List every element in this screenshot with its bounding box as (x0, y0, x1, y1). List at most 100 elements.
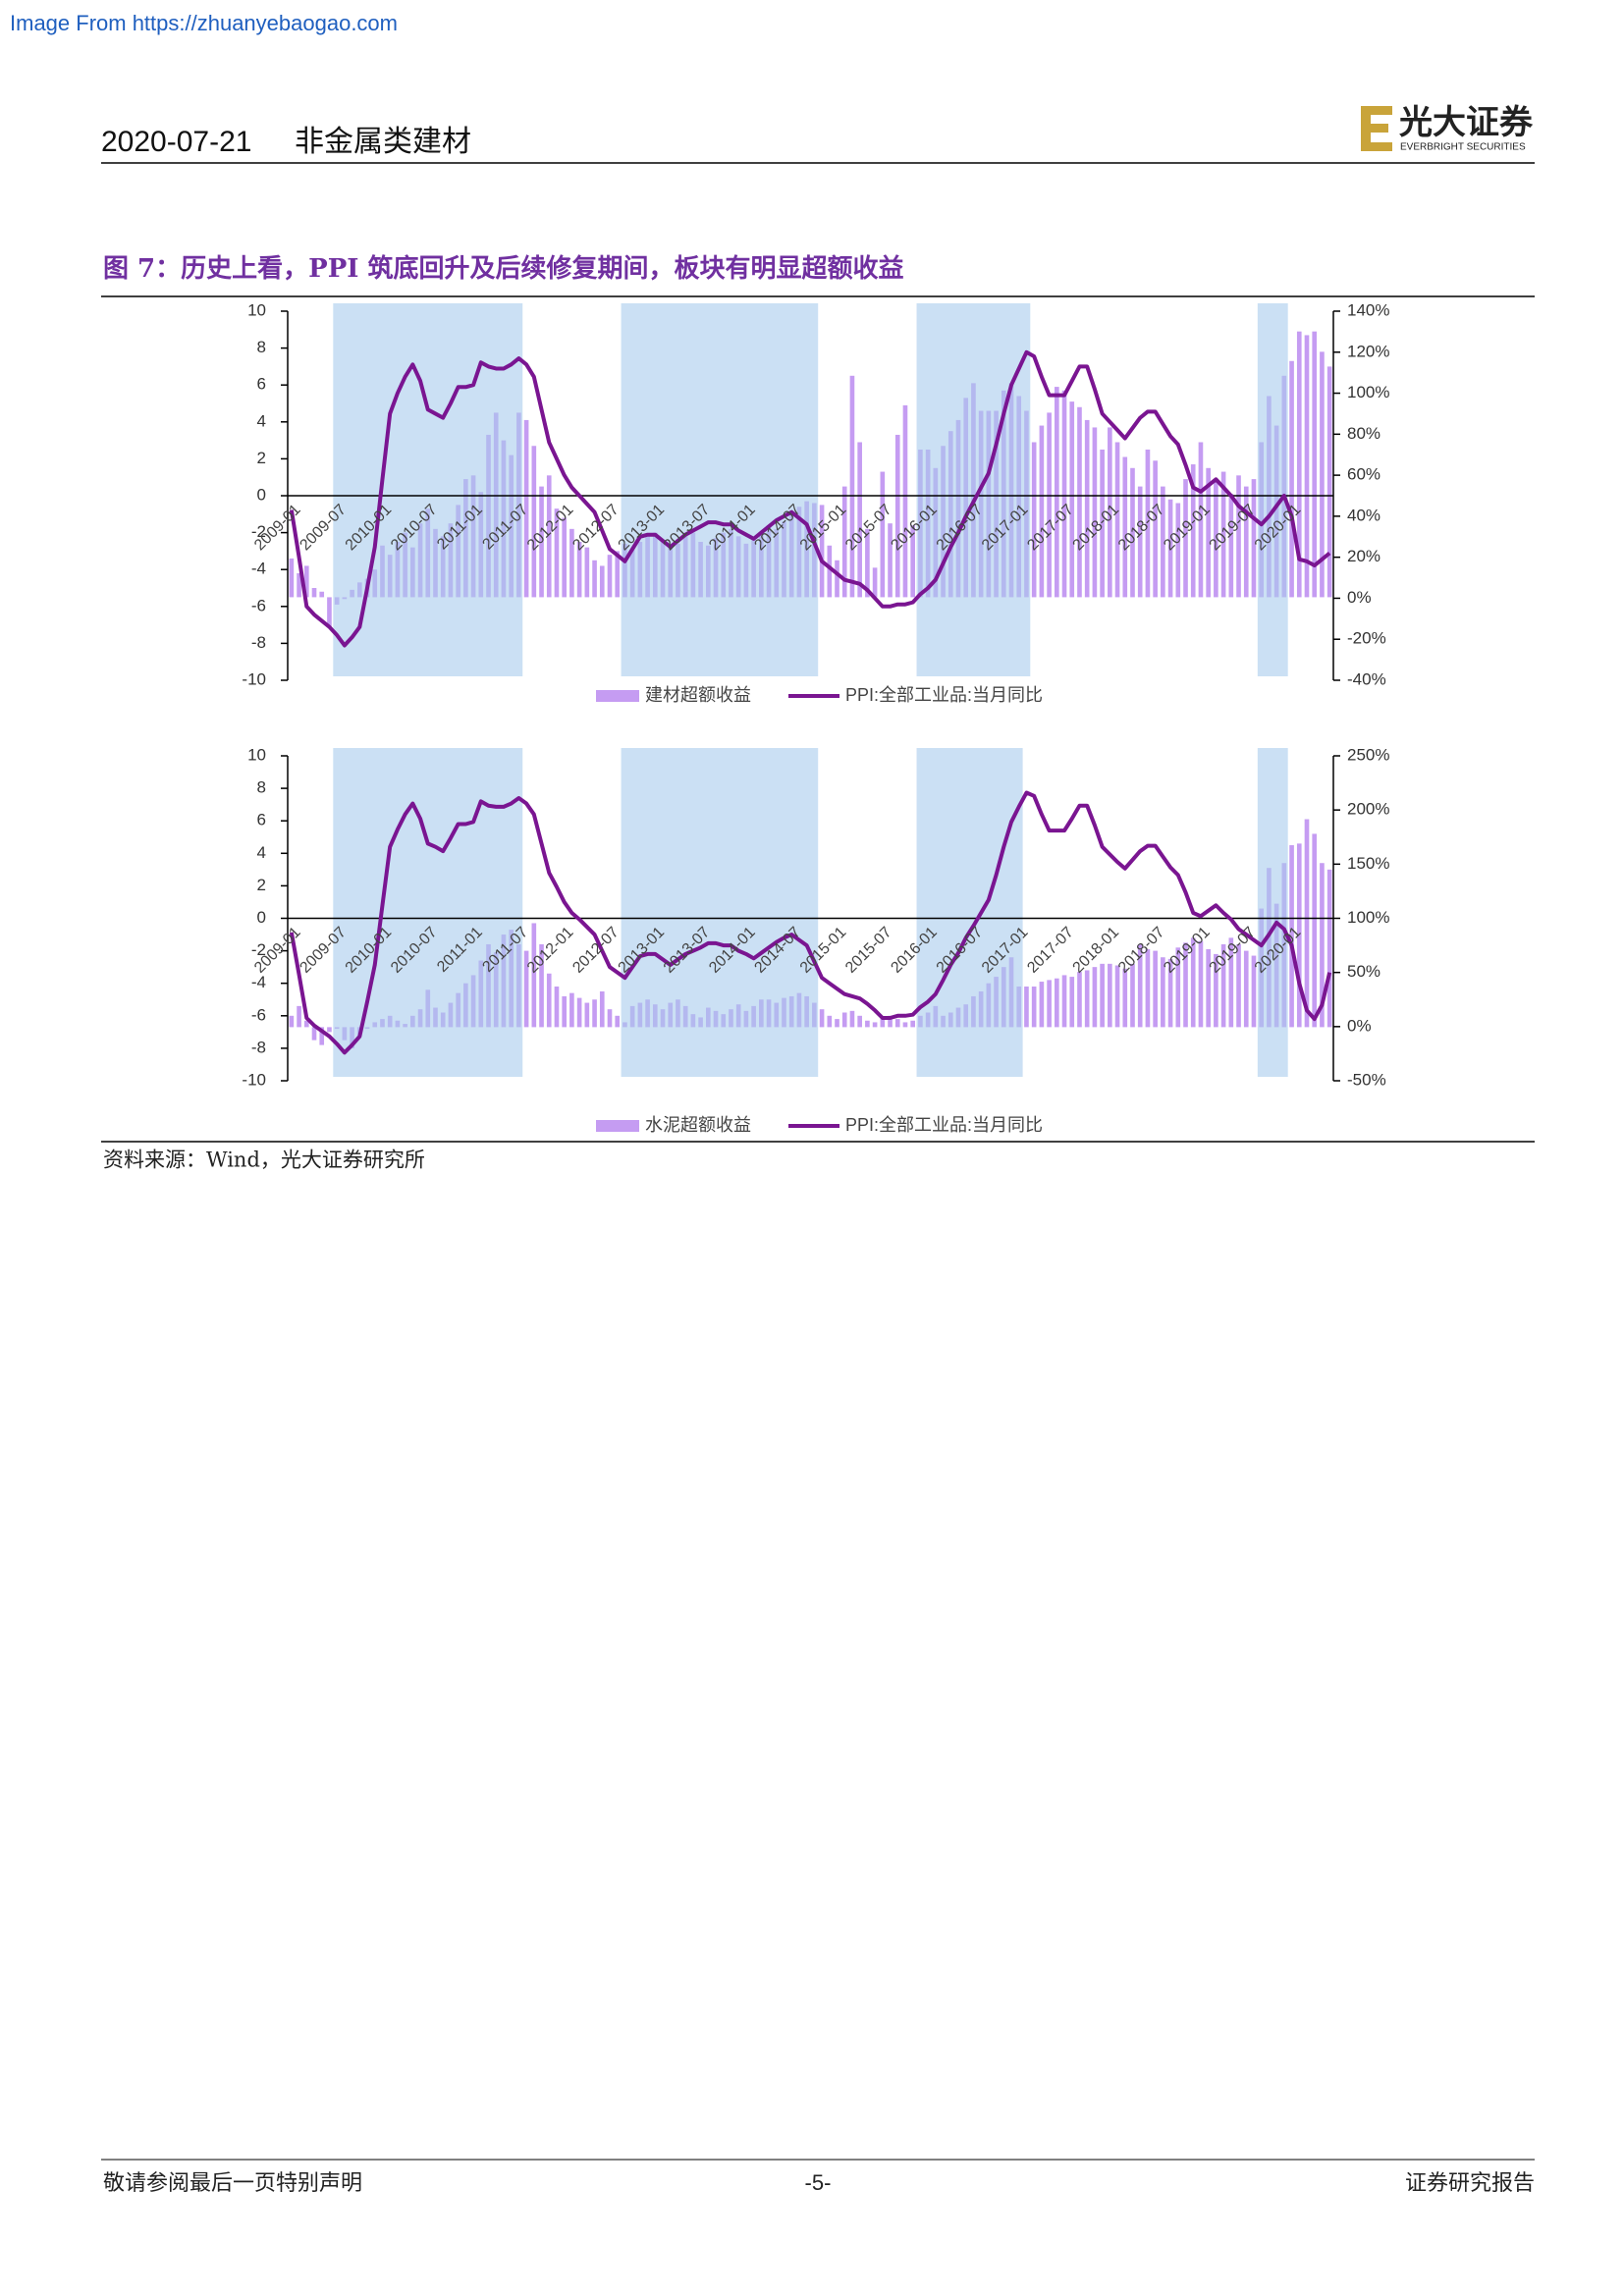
bar (910, 525, 915, 598)
bar (857, 1015, 862, 1028)
bar (1167, 499, 1173, 598)
bar (531, 923, 537, 1028)
y2-tick-label: 100% (1347, 908, 1389, 927)
bar (1175, 503, 1181, 598)
highlight-band (916, 303, 1031, 676)
y2-tick-label: 0% (1347, 588, 1372, 607)
bar (311, 1027, 317, 1041)
bar (1108, 963, 1112, 1028)
bar (841, 1012, 847, 1028)
bar (1061, 390, 1067, 598)
bar (888, 523, 893, 598)
bar (1183, 479, 1188, 598)
y2-tick-label: 140% (1347, 300, 1389, 319)
bar (1175, 947, 1181, 1028)
bar (1092, 427, 1098, 598)
bar (1251, 955, 1257, 1028)
figure-caption: 图 7：历史上看，PPI 筑底回升及后续修复期间，板块有明显超额收益 (103, 253, 903, 284)
y-tick-label: 8 (257, 778, 266, 797)
y-tick-label: -8 (251, 1038, 266, 1056)
bar (599, 565, 605, 598)
legend-label: 建材超额收益 (645, 685, 751, 705)
y-tick-label: 2 (257, 876, 266, 894)
bar (303, 1020, 309, 1028)
highlight-band (916, 748, 1023, 1077)
legend-label: PPI:全部工业品:当月同比 (845, 1115, 1043, 1135)
bar (1190, 937, 1196, 1028)
y-tick-label: -8 (251, 633, 266, 652)
bar (1145, 948, 1151, 1028)
y-tick-label: -10 (242, 669, 266, 688)
y2-tick-label: 50% (1347, 962, 1380, 981)
bar (289, 558, 295, 598)
y-tick-label: -4 (251, 560, 266, 578)
bar (592, 560, 597, 598)
bar (1137, 943, 1143, 1028)
bar (865, 1020, 870, 1028)
logo-bar (1371, 124, 1388, 133)
y-tick-label: 6 (257, 375, 266, 394)
bar (1320, 863, 1325, 1028)
logo-name: 光大证券 (1399, 103, 1534, 142)
y2-tick-label: -20% (1347, 629, 1386, 648)
y-tick-label: -2 (251, 940, 266, 959)
bar (1077, 406, 1082, 598)
ppi-line (289, 790, 1332, 1055)
legend-swatch (596, 690, 639, 702)
bar (1243, 950, 1249, 1028)
bar (888, 1015, 893, 1028)
bar (599, 990, 605, 1028)
bar (910, 1020, 915, 1028)
bar (872, 567, 878, 598)
y-tick-label: 4 (257, 843, 266, 862)
bar (1047, 412, 1052, 598)
bar (1100, 450, 1105, 598)
x-tick-label: 2017-07 (1024, 924, 1077, 977)
highlight-band (621, 303, 819, 676)
y-tick-label: 6 (257, 811, 266, 829)
highlight-band (621, 748, 819, 1077)
page-number: -5- (805, 2170, 832, 2195)
bar (827, 1015, 833, 1028)
bar (835, 1019, 839, 1028)
bar (1220, 471, 1226, 598)
bar (1190, 464, 1196, 598)
bar (319, 591, 325, 598)
bar (1145, 450, 1151, 598)
y2-tick-label: -50% (1347, 1070, 1386, 1089)
bar (1137, 486, 1143, 598)
bar (1296, 331, 1302, 598)
y-tick-label: -6 (251, 1005, 266, 1024)
bar (1251, 479, 1257, 598)
y2-tick-label: 0% (1347, 1016, 1372, 1035)
x-tick-label: 2015-07 (842, 924, 895, 977)
legend-swatch (596, 1120, 639, 1132)
bar (562, 995, 567, 1028)
bar (584, 1002, 590, 1028)
bar (327, 597, 332, 627)
legend-label: PPI:全部工业品:当月同比 (845, 685, 1043, 705)
bar (546, 973, 552, 1028)
bar (562, 517, 567, 598)
y-tick-label: 4 (257, 411, 266, 430)
logo-bar (1371, 142, 1392, 151)
y2-tick-label: 20% (1347, 547, 1380, 565)
bar (584, 547, 590, 598)
bar (1084, 970, 1090, 1028)
bar (849, 1010, 855, 1028)
bar (835, 560, 839, 598)
y-tick-label: -6 (251, 596, 266, 614)
bar (902, 404, 908, 598)
bar (1206, 948, 1211, 1028)
bar (539, 943, 544, 1028)
bar (1183, 942, 1188, 1028)
bar (1167, 958, 1173, 1028)
bar (569, 992, 574, 1028)
bar (327, 1027, 332, 1033)
bar (880, 471, 886, 598)
source-link: Image From https://zhuanyebaogao.com (10, 11, 398, 35)
y-tick-label: -2 (251, 522, 266, 541)
bar (1069, 401, 1075, 598)
bar (1289, 845, 1294, 1028)
